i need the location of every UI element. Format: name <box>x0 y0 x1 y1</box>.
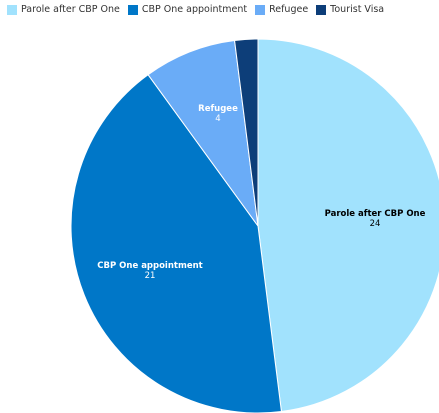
legend-label-refugee: Refugee <box>269 4 309 15</box>
pie-slice-cbp-one-appointment[interactable] <box>70 74 282 413</box>
legend-item-refugee[interactable]: Refugee <box>255 4 308 15</box>
slice-label-refugee: Refugee <box>198 104 238 114</box>
legend-swatch-refugee <box>255 4 266 15</box>
legend-item-cbp-appointment[interactable]: CBP One appointment <box>127 4 248 15</box>
pie-slice-refugee[interactable] <box>147 39 259 227</box>
slice-value-cbp-one-appointment: 21 <box>145 271 156 281</box>
legend-item-parole[interactable]: Parole after CBP One <box>7 4 120 15</box>
pie-slice-tourist-visa[interactable] <box>234 38 259 227</box>
legend-swatch-parole <box>7 4 17 15</box>
legend-label-cbp-appointment: CBP One appointment <box>141 4 248 15</box>
chart-legend: Parole after CBP One CBP One appointment… <box>7 4 384 15</box>
legend-label-tourist-visa: Tourist Visa <box>330 4 385 15</box>
legend-label-parole: Parole after CBP One <box>21 4 120 15</box>
slice-label-cbp-one-appointment: CBP One appointment <box>97 261 202 271</box>
slice-value-refugee: 4 <box>215 114 220 124</box>
legend-swatch-cbp-appointment <box>127 4 138 15</box>
legend-item-tourist-visa[interactable]: Tourist Visa <box>316 4 384 15</box>
slice-value-parole-after-cbp-one: 24 <box>370 219 381 229</box>
legend-swatch-tourist-visa <box>316 4 327 15</box>
slice-label-parole-after-cbp-one: Parole after CBP One <box>325 209 426 219</box>
pie-slice-parole-after-cbp-one[interactable] <box>257 38 439 413</box>
